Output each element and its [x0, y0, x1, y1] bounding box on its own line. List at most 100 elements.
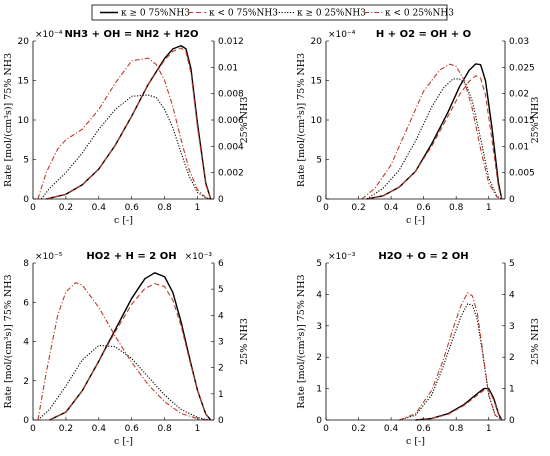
y-tick-label-right: 1: [509, 385, 515, 395]
y-tick-label-left: 0: [23, 195, 29, 205]
y-exponent-left: ×10⁻⁴: [35, 30, 63, 40]
y-tick-label-right: 0.005: [509, 169, 535, 179]
y-tick-label-right: 4: [509, 290, 515, 300]
x-axis-label: c [-]: [406, 215, 425, 226]
chart-panel: 0 0.2 0.4 0.6 0.8 10510152000.0050.010.0150.0…: [296, 29, 541, 226]
y-exponent-left: ×10⁻⁴: [328, 30, 356, 40]
series-line: [399, 303, 503, 421]
chart-panel: 0 0.2 0.4 0.6 0.8 1 0 1 2 3 4 5 0 1 2 3 4 5 ×10⁻³ H2O + O =…: [296, 251, 541, 447]
y-tick-label-left: 2: [316, 353, 322, 363]
x-tick-label: 0.4: [384, 203, 399, 213]
y-axis-label-left: Rate [mol/(cm³s)] 75% NH3: [296, 53, 307, 187]
x-tick-label: 0.6: [125, 424, 140, 434]
y-tick-label-right: 3: [509, 322, 515, 332]
series-line: [46, 47, 212, 200]
x-tick-label: 0: [323, 424, 329, 434]
series-line: [37, 344, 211, 421]
legend-entry: κ < 0 75%NH3: [209, 9, 278, 19]
series-line: [40, 94, 211, 200]
y-tick-label-right: 5: [509, 259, 515, 269]
y-tick-label-right: 0.015: [509, 116, 535, 126]
x-tick-label: 0.8: [157, 203, 172, 213]
y-tick-label-right: 2: [509, 353, 515, 363]
x-tick-label: 0.2: [59, 424, 73, 434]
x-tick-label: 1: [486, 424, 492, 434]
y-tick-label-right: 0.01: [218, 63, 238, 73]
legend-entry: κ < 0 25%NH3: [385, 9, 454, 19]
legend-entry: κ ≥ 0 25%NH3: [297, 9, 366, 19]
x-tick-label: 0.2: [351, 203, 365, 213]
y-tick-label-right: 5: [218, 285, 224, 295]
y-tick-label-left: 5: [23, 156, 29, 166]
y-tick-label-right: 0: [509, 416, 515, 426]
x-tick-label: 0.8: [157, 424, 172, 434]
x-tick-label: 1: [195, 424, 201, 434]
y-tick-label-left: 20: [18, 37, 30, 47]
y-tick-label-left: 15: [18, 77, 29, 87]
x-tick-label: 0.2: [351, 424, 365, 434]
y-tick-label-left: 5: [316, 259, 322, 269]
chart-title: NH3 + OH = NH2 + H2O: [64, 29, 198, 40]
y-tick-label-right: 0.02: [509, 90, 529, 100]
chart-panel: 0 0.2 0.4 0.6 0.8 10510152000.0020.0040.0060.…: [3, 29, 250, 226]
y-tick-label-left: 10: [311, 116, 323, 126]
x-tick-label: 1: [195, 203, 201, 213]
y-tick-label-left: 0: [316, 416, 322, 426]
y-tick-label-right: 0.002: [218, 169, 244, 179]
y-exponent-right: ×10⁻³: [185, 252, 213, 262]
y-tick-label-right: 0.004: [218, 142, 244, 152]
x-axis-label: c [-]: [114, 215, 133, 226]
chart-panel: 0 0.2 0.4 0.6 0.8 1 0 2 4 6 8 0 1 2 3 4 5 6 ×10⁻⁵ ×10⁻³ HO2 …: [3, 251, 250, 447]
x-tick-label: 0.4: [92, 424, 107, 434]
x-axis-label: c [-]: [406, 436, 425, 447]
y-tick-label-left: 6: [23, 298, 29, 308]
y-tick-label-right: 0.006: [218, 116, 244, 126]
y-tick-label-left: 8: [23, 259, 29, 269]
series-line: [37, 282, 211, 421]
y-axis-label-right: 25% NH3: [239, 318, 250, 365]
y-tick-label-right: 0.01: [509, 142, 529, 152]
y-exponent-left: ×10⁻⁵: [35, 252, 63, 262]
y-axis-label-left: Rate [mol/(cm³s)] 75% NH3: [3, 53, 14, 187]
y-tick-label-right: 0: [218, 195, 224, 205]
x-tick-label: 0.6: [416, 424, 431, 434]
y-axis-label-right: 25% NH3: [530, 318, 541, 365]
series-line: [415, 389, 503, 421]
x-tick-label: 0.4: [92, 203, 107, 213]
y-axis-label-left: Rate [mol/(cm³s)] 75% NH3: [3, 274, 14, 408]
y-axis-label-left: Rate [mol/(cm³s)] 75% NH3: [296, 274, 307, 408]
y-tick-label-right: 0.012: [218, 37, 244, 47]
x-tick-label: 0: [30, 424, 36, 434]
x-tick-label: 1: [486, 203, 492, 213]
series-line: [45, 45, 212, 200]
y-tick-label-right: 6: [218, 259, 224, 269]
x-tick-label: 0.2: [59, 203, 73, 213]
y-tick-label-left: 10: [18, 116, 30, 126]
y-tick-label-right: 0.025: [509, 63, 535, 73]
series-line: [361, 63, 502, 200]
y-axis-label-right: 25% NH3: [239, 97, 250, 144]
chart-title: HO2 + H = 2 OH: [86, 251, 176, 262]
y-tick-label-left: 0: [23, 416, 29, 426]
y-tick-label-right: 0.03: [509, 37, 529, 47]
series-line: [366, 75, 503, 200]
legend: κ ≥ 0 75%NH3 κ < 0 75%NH3 κ ≥ 0 25%NH3 κ < …: [91, 4, 454, 21]
y-tick-label-right: 4: [218, 311, 224, 321]
x-tick-label: 0.8: [449, 424, 464, 434]
y-tick-label-right: 0: [218, 416, 224, 426]
y-tick-label-left: 15: [311, 77, 322, 87]
y-tick-label-left: 20: [311, 37, 323, 47]
x-tick-label: 0: [323, 203, 329, 213]
x-tick-label: 0: [30, 203, 36, 213]
legend-entry: κ ≥ 0 75%NH3: [121, 9, 190, 19]
series-line: [37, 57, 211, 200]
y-tick-label-left: 1: [316, 385, 322, 395]
y-tick-label-left: 4: [316, 290, 322, 300]
y-tick-label-left: 3: [316, 322, 322, 332]
y-tick-label-right: 0: [509, 195, 515, 205]
y-axis-label-right: 25% NH3: [530, 97, 541, 144]
y-tick-label-right: 0.008: [218, 90, 244, 100]
y-tick-label-left: 4: [23, 338, 29, 348]
y-tick-label-left: 5: [316, 156, 322, 166]
